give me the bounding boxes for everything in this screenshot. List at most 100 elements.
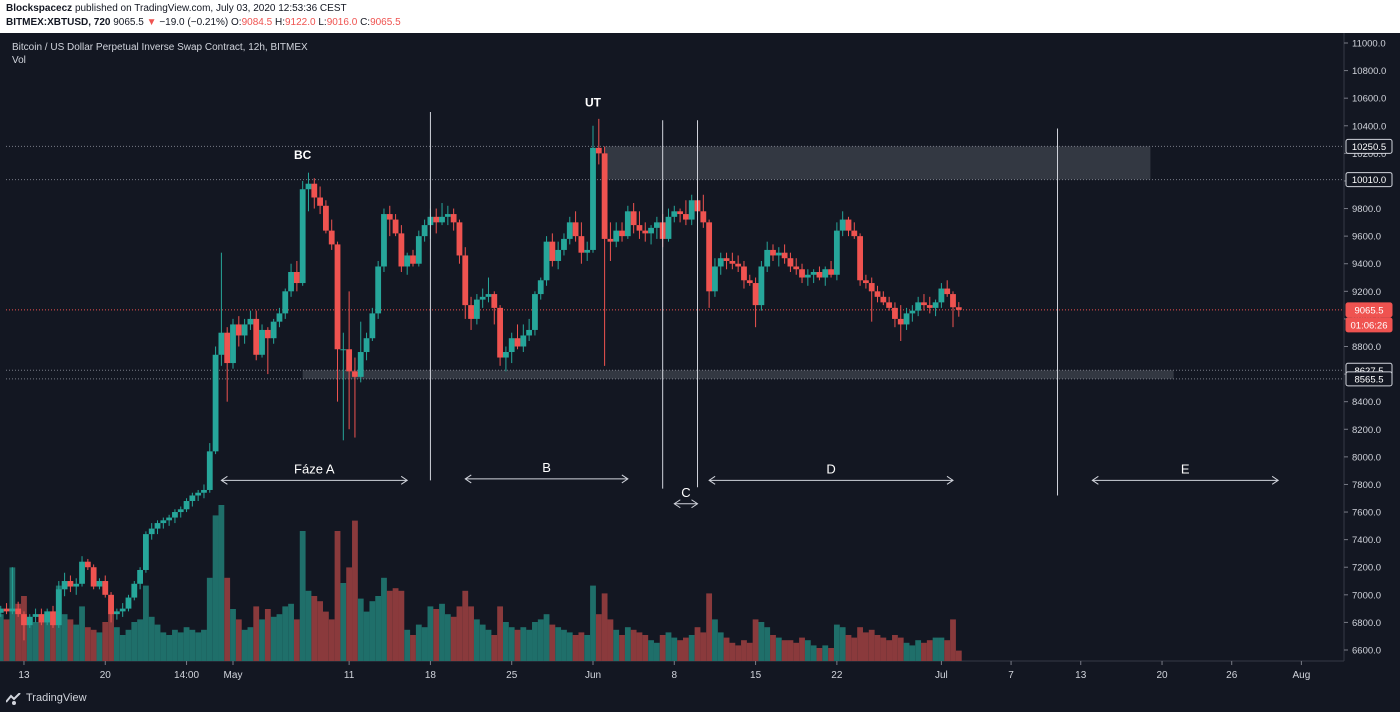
volume-bar bbox=[799, 637, 805, 661]
volume-bar bbox=[613, 629, 620, 661]
price-tick-label: 11000.0 bbox=[1352, 39, 1386, 50]
volume-bar bbox=[909, 645, 916, 661]
time-tick-label: Jun bbox=[585, 670, 601, 681]
volume-bar bbox=[758, 622, 765, 661]
open-label: O: bbox=[231, 17, 242, 28]
candle-body bbox=[15, 608, 22, 615]
volume-bar bbox=[520, 627, 527, 661]
candle-body bbox=[421, 225, 428, 237]
candle-body bbox=[276, 313, 283, 322]
volume-bar bbox=[537, 619, 544, 661]
price-tick-label: 7600.0 bbox=[1352, 508, 1381, 519]
price-chart[interactable]: 11000.010800.010600.010400.010200.010000… bbox=[0, 33, 1400, 686]
author-name[interactable]: Blockspacecz bbox=[6, 3, 73, 14]
volume-bar bbox=[206, 577, 213, 661]
candle-body bbox=[113, 611, 120, 615]
volume-bar bbox=[398, 590, 405, 661]
candle-body bbox=[735, 263, 742, 267]
candle-body bbox=[375, 266, 382, 314]
event-label: BC bbox=[294, 148, 312, 162]
arrow-head-right bbox=[1271, 475, 1280, 485]
volume-bar bbox=[410, 635, 416, 661]
price-marker-tag: 8565.5 bbox=[1345, 371, 1393, 387]
candle-body bbox=[804, 274, 811, 278]
candle-body bbox=[201, 489, 207, 493]
event-label: UT bbox=[585, 95, 602, 109]
price-tag-label: 8565.5 bbox=[1354, 374, 1383, 385]
volume-bar bbox=[357, 598, 364, 661]
arrow-head-left bbox=[673, 499, 681, 509]
candle-body bbox=[857, 236, 863, 281]
candle-body bbox=[410, 255, 416, 264]
symbol-name[interactable]: BITMEX:XBTUSD, 720 bbox=[6, 17, 111, 28]
volume-bar bbox=[712, 619, 718, 661]
volume-bar bbox=[166, 635, 173, 661]
candle-body bbox=[944, 288, 951, 295]
volume-bar bbox=[456, 606, 463, 661]
volume-bar bbox=[235, 619, 242, 661]
volume-bar bbox=[119, 635, 126, 661]
candle-body bbox=[160, 520, 167, 524]
volume-bar bbox=[9, 567, 16, 661]
volume-bar bbox=[503, 622, 509, 661]
volume-bar bbox=[828, 648, 834, 661]
price-tick-label: 9400.0 bbox=[1352, 259, 1381, 270]
time-tick-label: 20 bbox=[100, 670, 112, 681]
volume-indicator-label[interactable]: Vol bbox=[12, 55, 26, 66]
volume-bar bbox=[601, 593, 608, 661]
candle-body bbox=[9, 608, 16, 612]
volume-bar bbox=[566, 632, 573, 661]
volume-bar bbox=[642, 635, 649, 661]
volume-bar bbox=[282, 606, 289, 661]
candle-body bbox=[137, 569, 143, 584]
volume-bar bbox=[195, 632, 202, 661]
volume-bar bbox=[497, 606, 503, 661]
volume-bar bbox=[305, 590, 312, 661]
volume-bar bbox=[311, 596, 318, 661]
arrow-head-right bbox=[946, 475, 954, 485]
candle-body bbox=[293, 272, 300, 284]
candle-body bbox=[717, 258, 724, 267]
volume-bar bbox=[421, 627, 428, 661]
volume-bar bbox=[868, 629, 875, 661]
time-tick-label: 22 bbox=[831, 670, 843, 681]
tradingview-logo-icon bbox=[6, 693, 21, 705]
candle-body bbox=[497, 307, 503, 358]
volume-bar bbox=[781, 640, 788, 661]
candle-body bbox=[624, 211, 631, 237]
candle-body bbox=[897, 318, 904, 325]
volume-bar bbox=[572, 635, 579, 661]
candle-body bbox=[746, 280, 753, 284]
volume-bar bbox=[955, 650, 962, 661]
candle-body bbox=[868, 283, 875, 292]
price-tick-label: 10800.0 bbox=[1352, 66, 1386, 77]
candle-body bbox=[955, 307, 962, 310]
arrow-head-right bbox=[691, 499, 699, 509]
candle-body bbox=[688, 200, 695, 220]
volume-bar bbox=[392, 588, 399, 661]
tradingview-brand[interactable]: TradingView bbox=[26, 692, 87, 704]
candle-body bbox=[630, 211, 637, 226]
volume-bar bbox=[874, 635, 881, 661]
candle-body bbox=[491, 294, 498, 308]
volume-bar bbox=[845, 635, 852, 661]
volume-bar bbox=[189, 629, 196, 661]
candle-body bbox=[932, 302, 939, 308]
volume-bar bbox=[595, 614, 602, 661]
volume-bar bbox=[555, 627, 562, 661]
candle-body bbox=[543, 241, 550, 281]
publish-header: Blockspacecz published on TradingView.co… bbox=[0, 0, 1400, 33]
volume-bar bbox=[433, 609, 440, 661]
candle-body bbox=[729, 260, 736, 264]
open-value: 9084.5 bbox=[241, 17, 273, 28]
volume-bar bbox=[38, 619, 45, 661]
price-tag-box bbox=[1345, 371, 1393, 387]
volume-bar bbox=[915, 640, 922, 661]
volume-bar bbox=[125, 629, 132, 661]
candle-body bbox=[352, 371, 358, 377]
close-value: 9065.5 bbox=[370, 17, 401, 28]
volume-bar bbox=[787, 640, 794, 661]
volume-bar bbox=[822, 645, 829, 661]
time-tick-label: 20 bbox=[1156, 670, 1168, 681]
candle-body bbox=[3, 608, 10, 612]
